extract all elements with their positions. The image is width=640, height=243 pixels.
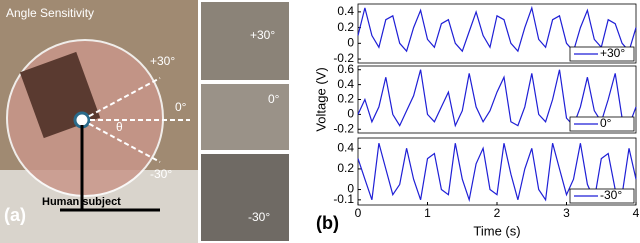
legend-label: 0° (600, 116, 612, 130)
legend-box (569, 46, 635, 62)
x-tick-label: 3 (563, 206, 570, 220)
y-tick-label: 0.4 (337, 77, 354, 91)
angle-label: +30° (150, 54, 175, 68)
y-tick-label: 0.2 (337, 92, 354, 106)
legend-box (569, 188, 635, 204)
y-tick-label: 0.6 (337, 62, 354, 76)
angle-label: 0° (175, 100, 187, 114)
y-tick-label: -0.2 (333, 121, 354, 135)
subject-label: Human subject (42, 196, 121, 208)
y-tick-label: 0.4 (337, 4, 354, 18)
inset-label: -30° (248, 210, 270, 224)
angle-label: -30° (150, 167, 172, 181)
panel-label: (b) (316, 213, 339, 233)
photo-title: Angle Sensitivity (6, 6, 94, 20)
x-axis-label: Time (s) (473, 223, 520, 238)
series-line (357, 69, 637, 128)
inset-photo (201, 154, 289, 241)
legend-label: -30° (600, 188, 622, 202)
inset-photo (201, 2, 289, 80)
x-tick-label: 1 (424, 206, 431, 220)
arrow-minus (81, 119, 161, 163)
y-tick-label: 0.4 (337, 140, 354, 154)
y-tick-label: 0 (347, 36, 354, 50)
panel-label: (a) (4, 205, 26, 225)
x-tick-label: 4 (633, 206, 640, 220)
arrow-plus (81, 77, 161, 121)
theta-label: θ (116, 120, 123, 134)
legend-box (569, 116, 635, 132)
series-line (357, 5, 637, 53)
y-tick-label: -0.2 (333, 51, 354, 65)
inset-photo (201, 84, 289, 150)
y-tick-label: -0.1 (333, 192, 354, 206)
y-tick-label: 0 (347, 182, 354, 196)
y-axis-label: Voltage (V) (313, 67, 328, 131)
x-tick-label: 2 (494, 206, 501, 220)
y-tick-label: 0 (347, 107, 354, 121)
y-tick-label: 0.2 (337, 20, 354, 34)
inset-label: +30° (250, 28, 275, 42)
y-tick-label: 0.2 (337, 161, 354, 175)
legend-label: +30° (600, 46, 625, 60)
inset-label: 0° (268, 92, 280, 106)
x-tick-label: 0 (355, 206, 362, 220)
